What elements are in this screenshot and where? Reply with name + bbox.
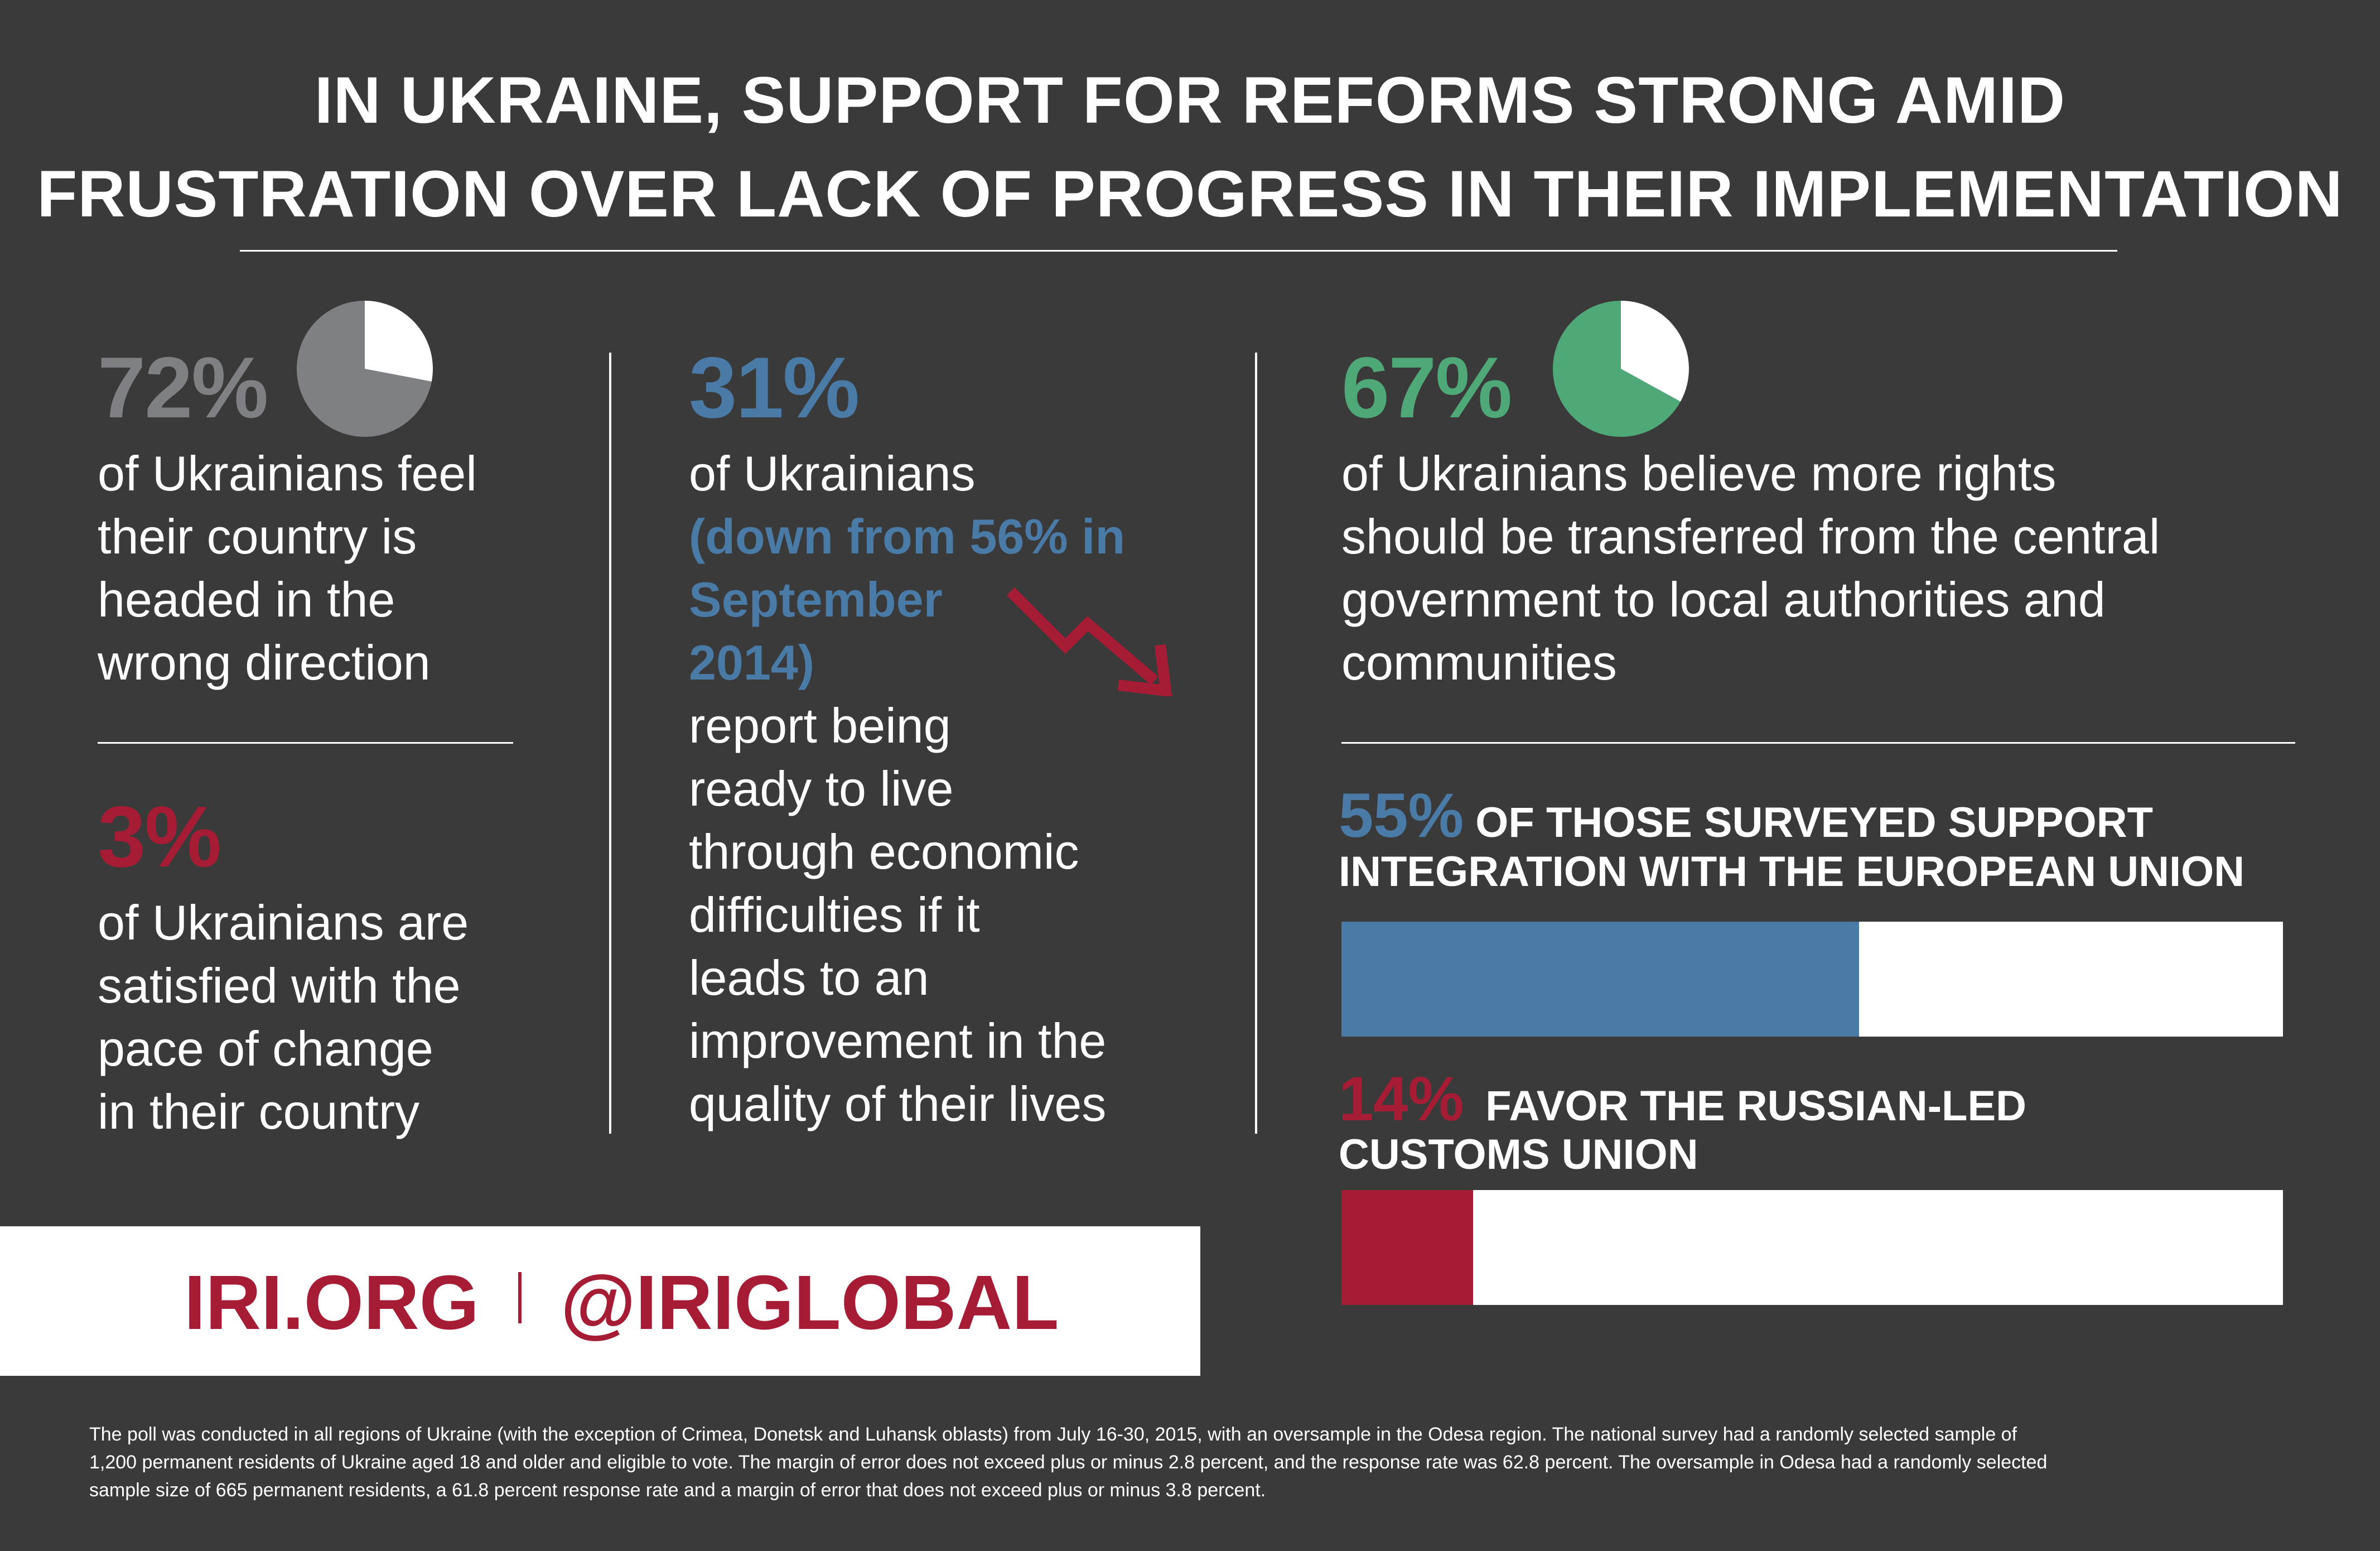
wrong-direction-line-3: headed in the	[98, 572, 395, 627]
column-divider-2	[1255, 353, 1257, 1134]
methodology-line-2: 1,200 permanent residents of Ukraine age…	[89, 1452, 2048, 1473]
decentralization-text: of Ukrainians believe more rights should…	[1341, 442, 2160, 694]
title-line-1: IN UKRAINE, SUPPORT FOR REFORMS STRONG A…	[314, 64, 2066, 137]
decentralization-line-3: government to local authorities and	[1341, 572, 2106, 627]
wrong-direction-percent: 72%	[98, 339, 268, 436]
satisfied-line-3: pace of change	[98, 1021, 433, 1076]
customs-union-heading-line-2: CUSTOMS UNION	[1339, 1131, 1698, 1178]
wrong-direction-line-1: of Ukrainians feel	[98, 446, 477, 501]
eu-support-percent: 55%	[1339, 781, 1464, 850]
hardship-line-6: ready to live	[689, 761, 954, 816]
twitter-handle-link[interactable]: @IRIGLOBAL	[561, 1260, 1059, 1346]
pie-slice-other	[365, 301, 433, 382]
customs-union-bar-fill	[1341, 1190, 1474, 1305]
column-3-divider	[1341, 742, 2295, 744]
decentralization-pie	[1553, 301, 1689, 437]
satisfied-line-1: of Ukrainians are	[98, 895, 469, 950]
trend-down-arrow-icon	[1006, 587, 1172, 696]
eu-support-heading-line-2: INTEGRATION WITH THE EUROPEAN UNION	[1339, 848, 2245, 895]
satisfied-line-2: satisfied with the	[98, 958, 461, 1013]
hardship-line-1: of Ukrainians	[689, 446, 976, 501]
eu-support-bar-fill	[1341, 922, 1860, 1037]
eu-support-label-1: OF THOSE SURVEYED SUPPORT	[1475, 799, 2154, 846]
footer-links: IRI.ORG @IRIGLOBAL	[184, 1264, 1059, 1342]
column-1-divider	[98, 742, 513, 744]
hardship-line-9: leads to an	[689, 950, 929, 1005]
satisfied-percent: 3%	[98, 788, 221, 885]
decentralization-line-1: of Ukrainians believe more rights	[1341, 446, 2056, 501]
title-line-2: FRUSTRATION OVER LACK OF PROGRESS IN THE…	[37, 157, 2343, 231]
decentralization-line-2: should be transferred from the central	[1341, 509, 2160, 564]
hardship-percent: 31%	[689, 339, 860, 436]
customs-union-bar	[1341, 1190, 2283, 1305]
wrong-direction-text: of Ukrainians feel their country is head…	[98, 442, 477, 694]
website-link[interactable]: IRI.ORG	[184, 1260, 480, 1346]
decentralization-line-4: communities	[1341, 635, 1617, 690]
eu-support-bar	[1341, 922, 2283, 1037]
methodology-note: The poll was conducted in all regions of…	[89, 1420, 2315, 1504]
hardship-comparison-2: September	[689, 572, 943, 627]
customs-union-heading: 14% FAVOR THE RUSSIAN-LED	[1339, 1068, 2027, 1130]
wrong-direction-pie	[297, 301, 433, 437]
methodology-line-1: The poll was conducted in all regions of…	[89, 1424, 2017, 1445]
pie-slice-wrong-direction	[297, 301, 432, 437]
satisfied-text: of Ukrainians are satisfied with the pac…	[98, 891, 469, 1143]
footer-banner	[0, 1226, 1200, 1376]
wrong-direction-line-4: wrong direction	[98, 635, 431, 690]
hardship-text: of Ukrainians (down from 56% in Septembe…	[689, 442, 1125, 1135]
hardship-comparison-3: 2014)	[689, 635, 815, 690]
hardship-line-8: difficulties if it	[689, 887, 980, 942]
wrong-direction-line-2: their country is	[98, 509, 417, 564]
pie-slice-decentralization	[1553, 301, 1681, 437]
hardship-line-10: improvement in the	[689, 1013, 1107, 1068]
page-title: IN UKRAINE, SUPPORT FOR REFORMS STRONG A…	[0, 54, 2380, 241]
pie-slice-other	[1621, 301, 1689, 402]
column-divider-1	[609, 353, 611, 1134]
customs-union-label-1: FAVOR THE RUSSIAN-LED	[1485, 1082, 2027, 1130]
hardship-line-7: through economic	[689, 824, 1079, 879]
hardship-line-11: quality of their lives	[689, 1076, 1107, 1131]
hardship-comparison-1: (down from 56% in	[689, 509, 1126, 564]
customs-union-percent: 14%	[1339, 1064, 1464, 1134]
footer-separator	[518, 1272, 522, 1323]
decentralization-percent: 67%	[1341, 339, 1512, 436]
eu-support-heading: 55% OF THOSE SURVEYED SUPPORT	[1339, 784, 2154, 847]
title-divider	[240, 250, 2117, 252]
hardship-line-5: report being	[689, 698, 951, 753]
methodology-line-3: sample size of 665 permanent residents, …	[89, 1480, 1266, 1501]
satisfied-line-4: in their country	[98, 1084, 420, 1139]
